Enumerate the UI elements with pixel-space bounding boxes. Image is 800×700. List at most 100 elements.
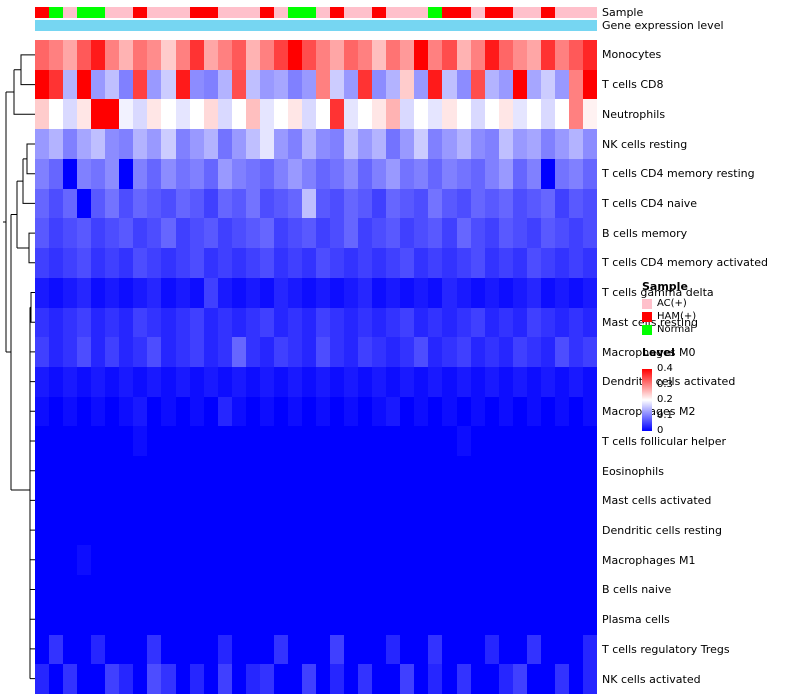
heatmap-cell [400, 218, 415, 249]
heatmap-cell [77, 575, 92, 605]
heatmap-cell [287, 218, 302, 249]
heatmap-cell [540, 545, 555, 576]
sample-annotation-cell [442, 7, 457, 18]
heatmap-cell [484, 575, 499, 605]
heatmap-cell [344, 99, 359, 130]
heatmap-cell [217, 277, 232, 308]
heatmap-cell [217, 218, 232, 249]
heatmap-cell [217, 545, 232, 576]
heatmap-cell [147, 129, 162, 159]
heatmap-cell [316, 366, 331, 397]
heatmap-cell [400, 545, 415, 576]
heatmap-cell [245, 634, 260, 665]
heatmap-cell [217, 40, 232, 70]
sample-annotation-cell [231, 7, 246, 18]
heatmap-cell [568, 277, 583, 308]
row-label: T cells CD4 memory activated [602, 256, 768, 270]
heatmap-cell [287, 158, 302, 189]
heatmap-cell [330, 515, 345, 546]
heatmap-cell [189, 129, 204, 159]
heatmap-cell [442, 307, 457, 338]
heatmap-cell [372, 604, 387, 635]
heatmap-cell [91, 188, 106, 219]
legend-level-block: 0.4 0.3 0.2 0.1 0 [642, 364, 792, 436]
heatmap-cell [540, 248, 555, 278]
heatmap-cell [498, 604, 513, 635]
heatmap-cell [540, 69, 555, 100]
heatmap-cell [554, 664, 569, 694]
heatmap-cell [147, 634, 162, 665]
heatmap-cell [386, 426, 401, 457]
heatmap-cell [301, 456, 316, 486]
heatmap-cell [161, 158, 176, 189]
heatmap-cell [316, 337, 331, 367]
heatmap-cell [316, 396, 331, 427]
legend-sample-title: Sample [642, 280, 688, 293]
heatmap-cell [91, 485, 106, 516]
heatmap-cell [287, 248, 302, 278]
heatmap-cell [161, 218, 176, 249]
heatmap-cell [35, 277, 50, 308]
heatmap-cell [330, 337, 345, 367]
row-label: Macrophages M1 [602, 553, 696, 567]
heatmap-cell [526, 69, 541, 100]
legend-swatch [642, 298, 652, 309]
heatmap-cell [442, 634, 457, 665]
heatmap-cell [512, 69, 527, 100]
heatmap-cell [301, 396, 316, 427]
heatmap-cell [540, 515, 555, 546]
heatmap-cell [63, 426, 78, 457]
heatmap-cell [231, 664, 246, 694]
heatmap-cell [301, 664, 316, 694]
heatmap-cell [540, 396, 555, 427]
heatmap-cell [259, 307, 274, 338]
row-label: NK cells activated [602, 672, 701, 686]
heatmap-cell [512, 158, 527, 189]
heatmap-cell [330, 248, 345, 278]
heatmap-cell [442, 545, 457, 576]
heatmap-cell [428, 337, 443, 367]
heatmap-cell [470, 634, 485, 665]
heatmap-cell [582, 99, 597, 130]
heatmap-cell [498, 515, 513, 546]
heatmap-cell [273, 575, 288, 605]
heatmap-cell [456, 40, 471, 70]
heatmap-cell [77, 366, 92, 397]
heatmap-cell [161, 188, 176, 219]
heatmap-cell [498, 40, 513, 70]
sample-annotation-cell [330, 7, 345, 18]
heatmap-cell [91, 426, 106, 457]
heatmap-cell [526, 485, 541, 516]
heatmap-cell [358, 485, 373, 516]
heatmap-cell [63, 40, 78, 70]
heatmap-cell [133, 307, 148, 338]
heatmap-cell [301, 515, 316, 546]
heatmap-cell [161, 396, 176, 427]
heatmap-cell [63, 248, 78, 278]
heatmap-cell [414, 99, 429, 130]
heatmap-cell [358, 40, 373, 70]
heatmap-cell [273, 604, 288, 635]
heatmap-cell [77, 456, 92, 486]
heatmap-cell [484, 40, 499, 70]
heatmap-cell [456, 545, 471, 576]
heatmap-cell [203, 456, 218, 486]
heatmap-cell [203, 664, 218, 694]
heatmap-cell [217, 515, 232, 546]
heatmap-cell [119, 337, 134, 367]
heatmap-cell [316, 129, 331, 159]
heatmap-cell [63, 575, 78, 605]
heatmap-cell [77, 307, 92, 338]
heatmap-cell [568, 218, 583, 249]
heatmap-cell [105, 634, 120, 665]
heatmap-cell [91, 396, 106, 427]
heatmap-cell [540, 426, 555, 457]
heatmap-cell [287, 277, 302, 308]
heatmap-cell [245, 575, 260, 605]
heatmap-cell [35, 575, 50, 605]
heatmap-cell [400, 604, 415, 635]
sample-annotation-cell [414, 7, 429, 18]
heatmap-cell [358, 396, 373, 427]
heatmap-cell [386, 129, 401, 159]
heatmap-cell [456, 604, 471, 635]
